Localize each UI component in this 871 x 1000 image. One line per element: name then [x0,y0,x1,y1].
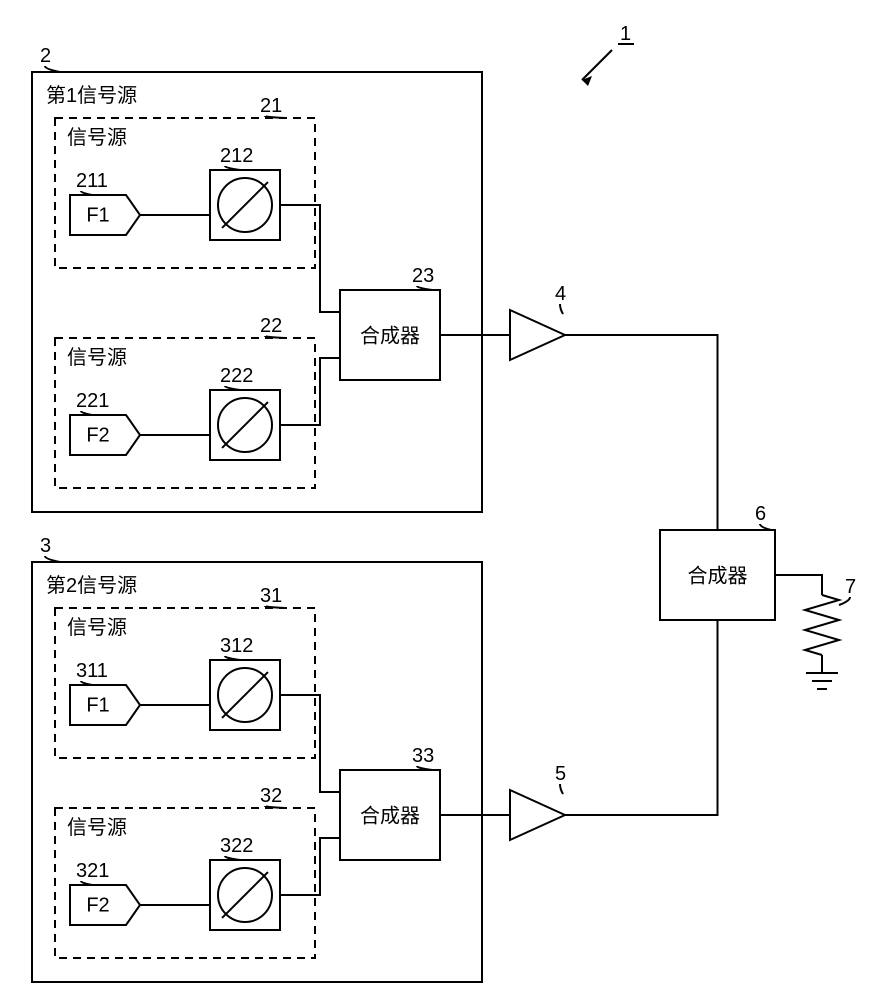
svg-text:211: 211 [76,170,108,192]
svg-text:合成器: 合成器 [360,804,420,827]
svg-text:321: 321 [76,860,109,882]
svg-text:22: 22 [260,315,282,337]
svg-text:F1: F1 [86,694,109,716]
svg-text:F2: F2 [86,424,109,446]
svg-text:合成器: 合成器 [360,324,420,347]
svg-text:3: 3 [40,535,51,557]
svg-text:7: 7 [845,576,856,598]
svg-text:2: 2 [40,45,51,67]
svg-text:第2信号源: 第2信号源 [46,574,137,597]
svg-text:212: 212 [220,145,253,167]
svg-text:33: 33 [412,745,434,767]
svg-text:F2: F2 [86,894,109,916]
svg-text:信号源: 信号源 [67,816,127,839]
svg-text:信号源: 信号源 [67,126,127,149]
svg-text:信号源: 信号源 [67,346,127,369]
svg-text:1: 1 [620,23,631,45]
svg-text:合成器: 合成器 [688,564,748,587]
svg-text:31: 31 [260,585,282,607]
svg-text:4: 4 [555,283,566,305]
svg-text:221: 221 [76,390,109,412]
svg-text:311: 311 [76,660,108,682]
svg-text:第1信号源: 第1信号源 [46,84,137,107]
svg-text:21: 21 [260,95,282,117]
svg-text:F1: F1 [86,204,109,226]
svg-text:23: 23 [412,265,434,287]
svg-text:6: 6 [755,503,766,525]
svg-text:312: 312 [220,635,253,657]
svg-text:32: 32 [260,785,282,807]
svg-text:5: 5 [555,763,566,785]
svg-text:322: 322 [220,835,253,857]
circuit-diagram: 2 第1信号源信号源 21 F1 211 212 信号源 22 F2 221 222 合成器 23 3 第2… [0,0,871,1000]
svg-text:222: 222 [220,365,253,387]
svg-text:信号源: 信号源 [67,616,127,639]
